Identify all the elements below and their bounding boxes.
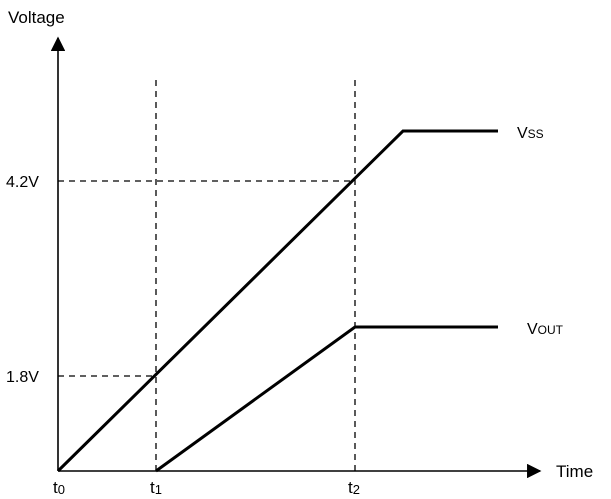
vss-label-main: V	[517, 125, 528, 142]
t2-label-main: t	[348, 478, 353, 497]
t1-label: t1	[150, 478, 162, 497]
vss-label: VSS	[517, 125, 544, 142]
vss-label-sub: SS	[528, 127, 544, 141]
vout-label-sub: OUT	[538, 323, 564, 337]
t1-label-main: t	[150, 478, 155, 497]
vout-label-main: V	[527, 321, 538, 338]
vout-label: VOUT	[527, 321, 564, 338]
t0-label-main: t	[53, 478, 58, 497]
t2-label-sub: 2	[353, 482, 360, 497]
vss-trace	[56, 129, 498, 473]
t2-label: t2	[348, 478, 360, 497]
vout-trace	[155, 325, 498, 473]
level-label-4-2v: 4.2V	[6, 174, 39, 191]
x-axis-title: Time	[556, 462, 593, 481]
t0-label: t0	[53, 478, 65, 497]
level-label-1-8v: 1.8V	[6, 369, 39, 386]
y-axis-title: Voltage	[8, 8, 65, 27]
t1-label-sub: 1	[155, 482, 162, 497]
t0-label-sub: 0	[58, 482, 65, 497]
